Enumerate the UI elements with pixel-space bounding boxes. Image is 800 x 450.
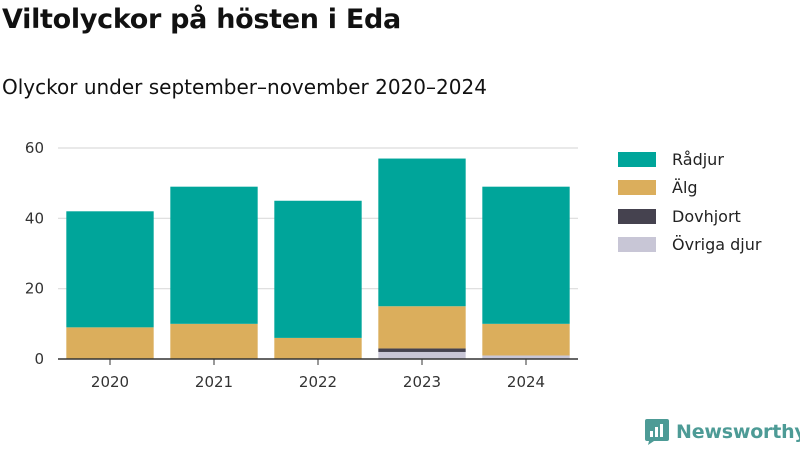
legend-label: Rådjur: [672, 149, 724, 169]
legend-swatch: [618, 151, 656, 167]
bar-segment-2024-älg: [482, 323, 570, 356]
chart-title: Viltolyckor på hösten i Eda: [2, 4, 401, 35]
y-tick-label: 40: [25, 209, 44, 227]
legend-label: Dovhjort: [672, 206, 741, 226]
x-tick-label: 2024: [507, 373, 545, 391]
brand-name: Newsworthy: [676, 421, 800, 443]
newsworthy-logo-icon: [645, 419, 669, 445]
bar-segment-2021-älg: [170, 323, 258, 359]
bar-segment-2022-rådjur: [274, 200, 362, 338]
x-tick-label: 2023: [403, 373, 441, 391]
brand-logo: Newsworthy: [644, 418, 800, 446]
bar-segment-2022-älg: [274, 337, 362, 359]
x-tick-label: 2022: [299, 373, 337, 391]
legend-item: Övriga djur: [618, 231, 761, 260]
legend-item: Älg: [618, 174, 761, 203]
legend-swatch: [618, 237, 656, 253]
x-tick-label: 2021: [195, 373, 233, 391]
bar-segment-2024-rådjur: [482, 186, 570, 324]
bar-segment-2020-rådjur: [66, 211, 154, 328]
bar-segment-2023-rådjur: [378, 158, 466, 307]
legend-label: Älg: [672, 178, 698, 198]
x-tick-label: 2020: [91, 373, 129, 391]
bar-segment-2023-övriga-djur: [378, 351, 466, 359]
bar-segment-2023-älg: [378, 306, 466, 349]
y-axis-ticks: 0 20 40 60: [25, 139, 44, 368]
legend-item: Dovhjort: [618, 202, 761, 231]
legend-item: Rådjur: [618, 145, 761, 174]
chart-legend: Rådjur Älg Dovhjort Övriga djur: [618, 145, 761, 259]
y-tick-label: 0: [34, 350, 44, 368]
chart-subtitle: Olyckor under september–november 2020–20…: [2, 75, 487, 99]
bar-segment-2021-rådjur: [170, 186, 258, 324]
y-tick-label: 20: [25, 280, 44, 298]
bar-segment-2023-dovhjort: [378, 348, 466, 352]
legend-label: Övriga djur: [672, 235, 762, 255]
x-axis-ticks: 2020 2021 2022 2023 2024: [91, 359, 545, 391]
y-tick-label: 60: [25, 139, 44, 157]
bar-segment-2020-älg: [66, 327, 154, 359]
bars: [66, 158, 570, 359]
legend-swatch: [618, 180, 656, 196]
bar-segment-2024-övriga-djur: [482, 355, 570, 359]
legend-swatch: [618, 208, 656, 224]
